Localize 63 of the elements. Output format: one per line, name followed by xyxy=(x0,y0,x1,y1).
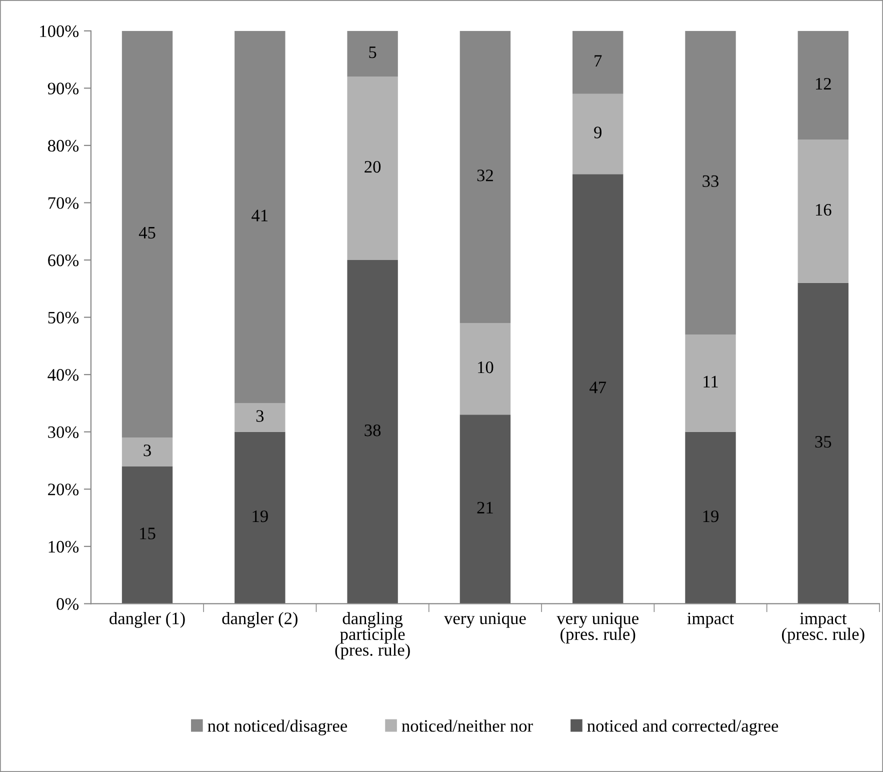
y-tick-label: 100% xyxy=(40,25,79,38)
annotation: 38 xyxy=(364,424,381,436)
bar xyxy=(122,438,173,466)
bar xyxy=(234,30,286,404)
x-tick-label: dangler (2) xyxy=(222,612,298,628)
bar xyxy=(798,30,848,140)
bar xyxy=(798,140,848,283)
bar xyxy=(122,30,173,438)
annotation: 9 xyxy=(594,126,602,138)
annotation: 35 xyxy=(815,436,832,448)
y-tick-label: 10% xyxy=(48,540,79,553)
legend-label: noticed/neither nor xyxy=(402,720,533,732)
bar xyxy=(572,30,624,94)
bar xyxy=(460,30,511,324)
bar xyxy=(347,260,398,604)
y-tick-label: 80% xyxy=(48,140,79,152)
y-tick-label: 90% xyxy=(48,82,79,94)
annotation: 32 xyxy=(477,170,493,182)
y-tick-label: 30% xyxy=(48,426,79,438)
annotation: 15 xyxy=(140,528,156,540)
bar xyxy=(234,432,286,604)
bar xyxy=(572,174,624,604)
y-tick-label: 20% xyxy=(48,484,79,496)
annotation: 45 xyxy=(138,226,156,239)
bar xyxy=(122,466,173,604)
legend-label: noticed and corrected/agree xyxy=(587,720,778,736)
annotation: 3 xyxy=(144,444,151,456)
annotation: 16 xyxy=(816,204,832,216)
x-tick-label: very unique xyxy=(444,612,526,628)
annotation: 5 xyxy=(369,46,376,58)
annotation: 7 xyxy=(594,55,602,67)
annotation: 41 xyxy=(252,210,268,222)
bar xyxy=(685,30,736,334)
annotation: 19 xyxy=(703,510,718,522)
x-tick-label: dangling participle (pres. rule) xyxy=(335,612,410,660)
bar xyxy=(460,323,511,415)
annotation: 33 xyxy=(702,175,718,188)
x-tick-label: impact (presc. rule) xyxy=(782,612,864,644)
annotation: 47 xyxy=(590,382,606,394)
legend-label: not noticed/disagree xyxy=(208,720,348,736)
annotation: 20 xyxy=(364,160,381,173)
annotation: 19 xyxy=(252,510,268,522)
y-tick-label: 40% xyxy=(48,369,79,381)
annotation: 21 xyxy=(477,502,493,514)
bar xyxy=(347,30,398,77)
annotation: 3 xyxy=(256,410,264,422)
bar xyxy=(685,334,736,432)
bar xyxy=(234,403,286,432)
annotation: 10 xyxy=(478,361,494,374)
bar xyxy=(685,432,736,604)
y-tick-label: 50% xyxy=(48,312,79,324)
bar xyxy=(347,76,398,260)
x-tick-label: dangler (1) xyxy=(110,612,185,628)
x-tick-label: very unique (pres. rule) xyxy=(556,612,638,644)
bar xyxy=(460,414,511,604)
x-tick-label: impact xyxy=(687,612,734,628)
y-tick-label: 60% xyxy=(48,254,79,266)
annotation: 12 xyxy=(816,78,831,90)
annotation: 11 xyxy=(704,376,718,388)
y-tick-label: 0% xyxy=(56,598,79,610)
y-tick-label: 70% xyxy=(48,197,79,209)
bar xyxy=(572,94,624,174)
bar xyxy=(798,282,848,604)
